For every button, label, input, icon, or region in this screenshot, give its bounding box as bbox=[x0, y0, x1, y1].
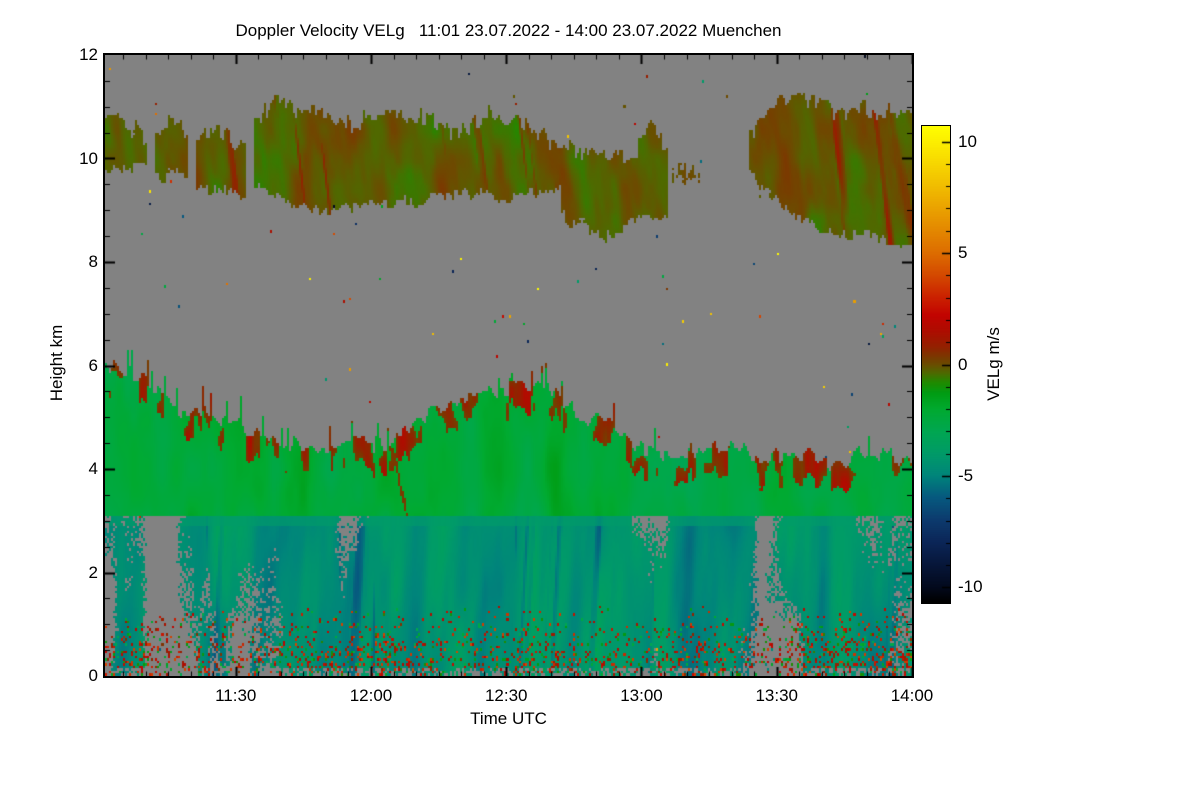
x-tick-label: 12:00 bbox=[349, 686, 393, 705]
colorbar-tick-label: 0 bbox=[958, 354, 968, 374]
x-tick-label: 13:30 bbox=[755, 686, 798, 705]
colorbar-tick-label: -10 bbox=[958, 577, 983, 597]
colorbar-tick-label: 10 bbox=[958, 131, 977, 151]
y-tick-label: 10 bbox=[79, 148, 98, 168]
x-tick-label: 11:30 bbox=[215, 686, 257, 705]
y-tick-label: 8 bbox=[88, 252, 98, 271]
chart-title: Doppler Velocity VELg 11:01 23.07.2022 -… bbox=[235, 21, 782, 40]
x-tick-label: 12:30 bbox=[484, 686, 528, 705]
y-tick-label: 4 bbox=[88, 459, 98, 478]
y-tick-label: 2 bbox=[88, 562, 98, 582]
heatmap-canvas bbox=[105, 55, 912, 676]
x-tick-label: 14:00 bbox=[890, 686, 934, 705]
colorbar bbox=[921, 125, 951, 604]
colorbar-canvas bbox=[922, 126, 950, 603]
x-axis-label: Time UTC bbox=[470, 709, 547, 728]
colorbar-tick-label: 5 bbox=[958, 243, 968, 263]
plot-area bbox=[103, 53, 914, 678]
y-tick-label: 12 bbox=[79, 45, 98, 64]
x-tick-label: 13:00 bbox=[620, 686, 663, 705]
y-tick-label: 6 bbox=[88, 355, 98, 375]
colorbar-label: VELg m/s bbox=[984, 327, 1003, 401]
colorbar-tick-label: -5 bbox=[958, 465, 974, 485]
y-tick-label: 0 bbox=[88, 666, 98, 685]
